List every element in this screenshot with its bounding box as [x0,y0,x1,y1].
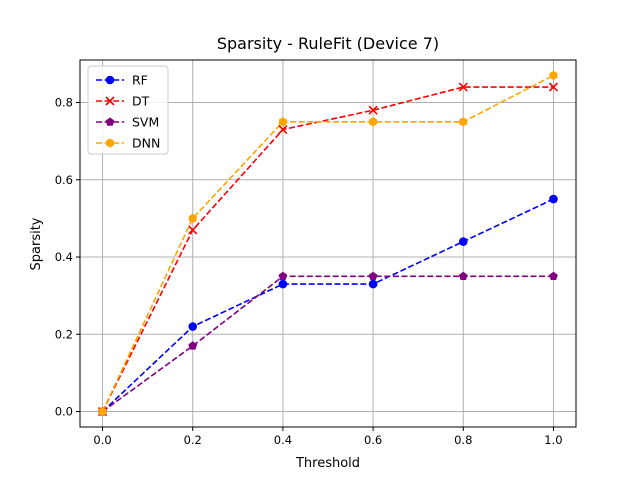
data-point-dt [278,124,288,135]
data-point-dt [548,82,559,92]
x-tick-label: 1.0 [544,433,562,447]
data-point-dnn [278,117,287,127]
legend-item-dt: DT [96,94,150,109]
y-tick-label: 0.0 [55,405,73,419]
data-point-dnn [549,70,558,81]
data-point-dnn [188,213,197,223]
series-markers [97,70,559,417]
data-point-rf [458,237,468,246]
legend-label-svm: SVM [132,115,159,130]
y-axis-label: Sparsity [29,217,44,270]
legend-marker-dt [105,96,115,106]
legend-box [87,65,169,155]
series-lines [101,74,554,413]
x-tick-label: 0.8 [454,433,472,447]
data-point-svm [368,271,378,281]
series-line-dt [101,86,554,412]
legend-marker-dnn [106,138,114,148]
data-point-rf [368,279,378,289]
data-point-rf [188,322,198,331]
legend: RF DT SVM DNN [87,65,169,155]
data-point-dnn [98,406,107,417]
data-point-svm [278,271,288,281]
data-point-svm [188,341,198,350]
x-tick-label: 0.6 [364,433,382,447]
x-axis-label: Threshold [295,456,360,471]
legend-label-dnn: DNN [132,136,160,151]
y-tick-label: 0.2 [55,327,73,341]
data-point-rf [549,194,558,204]
y-tick-label: 0.4 [55,250,73,264]
x-tick-label: 0.2 [184,433,202,447]
legend-marker-rf [105,75,115,85]
plot-area-frame [79,59,577,428]
data-point-dt [188,225,198,235]
y-axis: 0.0 0.2 0.4 0.6 0.8 [55,95,80,419]
y-tick-label: 0.6 [55,173,73,187]
data-point-dt [368,105,378,115]
x-tick-label: 0.0 [93,433,111,447]
legend-marker-svm [105,117,115,126]
data-point-svm [458,271,468,281]
x-axis: 0.0 0.2 0.4 0.6 0.8 1.0 [93,427,563,447]
series-line-rf [102,198,554,413]
series-line-svm [102,275,554,413]
legend-item-rf: RF [96,73,148,88]
chart-title: Sparsity - RuleFit (Device 7) [217,34,439,53]
x-tick-label: 0.4 [274,433,292,447]
legend-item-dnn: DNN [96,136,160,151]
y-tick-label: 0.8 [55,95,73,109]
data-point-svm [549,271,558,281]
data-point-rf [278,279,288,289]
data-point-dt [458,82,468,92]
series-line-dnn [101,74,554,412]
legend-item-svm: SVM [96,115,159,130]
data-point-dnn [459,117,468,127]
legend-label-rf: RF [132,73,148,88]
legend-label-dt: DT [132,94,150,109]
data-point-dnn [369,117,378,127]
